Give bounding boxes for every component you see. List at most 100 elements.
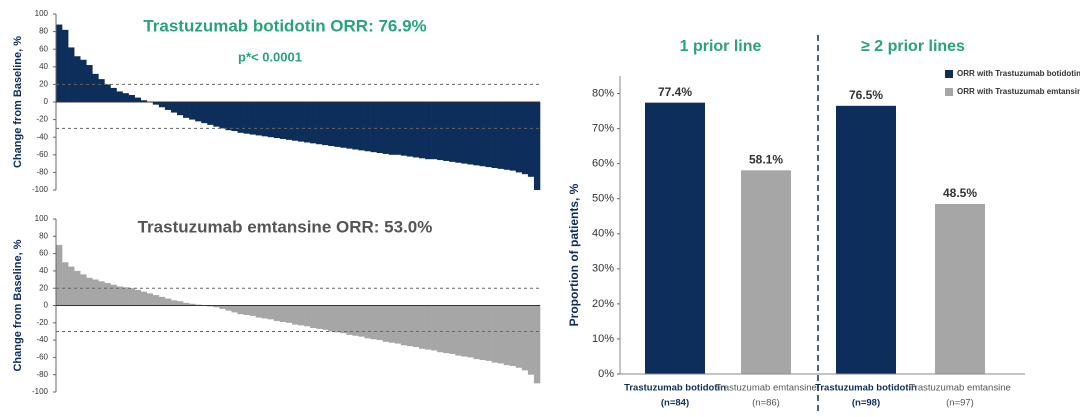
bar bbox=[455, 305, 462, 356]
annotation: p*< 0.0001 bbox=[238, 49, 302, 64]
bar bbox=[225, 102, 232, 131]
bar bbox=[213, 102, 220, 127]
bar bbox=[261, 102, 269, 137]
y-tick-label: 0 bbox=[44, 97, 49, 106]
x-tick-label: Trastuzumab emtansine bbox=[715, 383, 817, 394]
bar bbox=[358, 102, 365, 151]
bar bbox=[449, 305, 456, 354]
bar bbox=[183, 302, 190, 306]
bar bbox=[431, 102, 438, 160]
bar bbox=[98, 79, 105, 102]
bar bbox=[443, 305, 450, 354]
y-tick-label: 60 bbox=[39, 249, 48, 258]
y-tick-label: 40 bbox=[39, 62, 48, 71]
bar bbox=[279, 102, 287, 139]
bar bbox=[509, 102, 517, 171]
bar bbox=[340, 305, 347, 334]
bar bbox=[237, 102, 244, 133]
legend-label: ORR with Trastuzumab botidotin bbox=[957, 69, 1080, 78]
bar bbox=[134, 97, 141, 102]
bar bbox=[304, 102, 311, 143]
bar bbox=[243, 305, 250, 316]
bar bbox=[382, 305, 390, 342]
value-label: 76.5% bbox=[849, 88, 883, 102]
bar bbox=[92, 73, 99, 102]
y-tick-label: 20 bbox=[39, 80, 48, 89]
bar bbox=[86, 65, 93, 102]
bar bbox=[935, 203, 985, 374]
y-axis-label: Change from Baseline, % bbox=[12, 239, 24, 371]
bar bbox=[273, 102, 281, 139]
bar bbox=[98, 281, 105, 306]
bar bbox=[533, 305, 541, 384]
bar bbox=[310, 102, 317, 144]
bar bbox=[158, 296, 166, 306]
bar bbox=[388, 102, 396, 155]
y-axis-label: Change from Baseline, % bbox=[12, 36, 24, 168]
bar bbox=[515, 305, 523, 368]
bar bbox=[358, 305, 365, 337]
bar bbox=[406, 305, 414, 347]
bar bbox=[376, 305, 383, 341]
bar bbox=[431, 305, 438, 351]
bar bbox=[298, 102, 305, 142]
y-tick-label: 10% bbox=[592, 333, 614, 345]
bar bbox=[140, 100, 148, 102]
bar bbox=[491, 305, 498, 363]
y-tick-label: 80 bbox=[39, 231, 48, 240]
bar bbox=[346, 305, 353, 335]
y-tick-label: 60 bbox=[39, 44, 48, 53]
group-label: ≥ 2 prior lines bbox=[861, 38, 965, 55]
group-label: 1 prior line bbox=[680, 38, 762, 55]
y-tick-label: -80 bbox=[36, 370, 48, 379]
bar bbox=[62, 29, 69, 103]
bar bbox=[509, 305, 517, 367]
y-tick-label: -100 bbox=[32, 185, 49, 194]
y-tick-label: 20 bbox=[39, 283, 48, 292]
value-label: 58.1% bbox=[749, 152, 783, 166]
bar bbox=[425, 305, 432, 350]
bar bbox=[449, 102, 456, 162]
bar bbox=[497, 102, 504, 169]
bar bbox=[388, 305, 396, 343]
bar bbox=[104, 283, 111, 306]
bar bbox=[92, 279, 99, 306]
bar bbox=[183, 102, 190, 118]
bar bbox=[645, 102, 705, 374]
bar bbox=[62, 262, 69, 306]
bar bbox=[364, 102, 371, 152]
legend-swatch bbox=[945, 88, 953, 96]
bar bbox=[503, 305, 511, 366]
bar bbox=[304, 305, 311, 327]
bar bbox=[419, 305, 426, 349]
chart-title: Trastuzumab emtansine ORR: 53.0% bbox=[138, 217, 433, 236]
legend-label: ORR with Trastuzumab emtansine bbox=[957, 87, 1080, 96]
bar bbox=[328, 102, 335, 146]
bar bbox=[219, 102, 226, 129]
y-axis-label: Proportion of patients, % bbox=[567, 183, 581, 326]
bar bbox=[86, 277, 93, 306]
bar bbox=[207, 102, 214, 125]
bar bbox=[231, 305, 238, 313]
y-tick-label: -40 bbox=[36, 132, 48, 141]
bar bbox=[249, 102, 256, 135]
bar bbox=[74, 270, 81, 306]
bar bbox=[741, 170, 791, 374]
bar bbox=[128, 94, 135, 102]
x-tick-label: Trastuzumab emtansine bbox=[909, 383, 1011, 394]
y-tick-label: -20 bbox=[36, 318, 48, 327]
bar bbox=[74, 56, 81, 102]
bar bbox=[473, 305, 480, 360]
bar bbox=[334, 305, 341, 333]
bar bbox=[170, 102, 178, 113]
bar bbox=[382, 102, 390, 154]
bar bbox=[195, 102, 202, 122]
bar bbox=[255, 305, 262, 318]
bar bbox=[80, 59, 87, 102]
bar bbox=[515, 102, 523, 173]
bar bbox=[503, 102, 511, 170]
bar bbox=[56, 24, 63, 103]
bar bbox=[316, 102, 323, 145]
y-tick-label: 50% bbox=[592, 193, 614, 205]
bar bbox=[394, 305, 402, 344]
